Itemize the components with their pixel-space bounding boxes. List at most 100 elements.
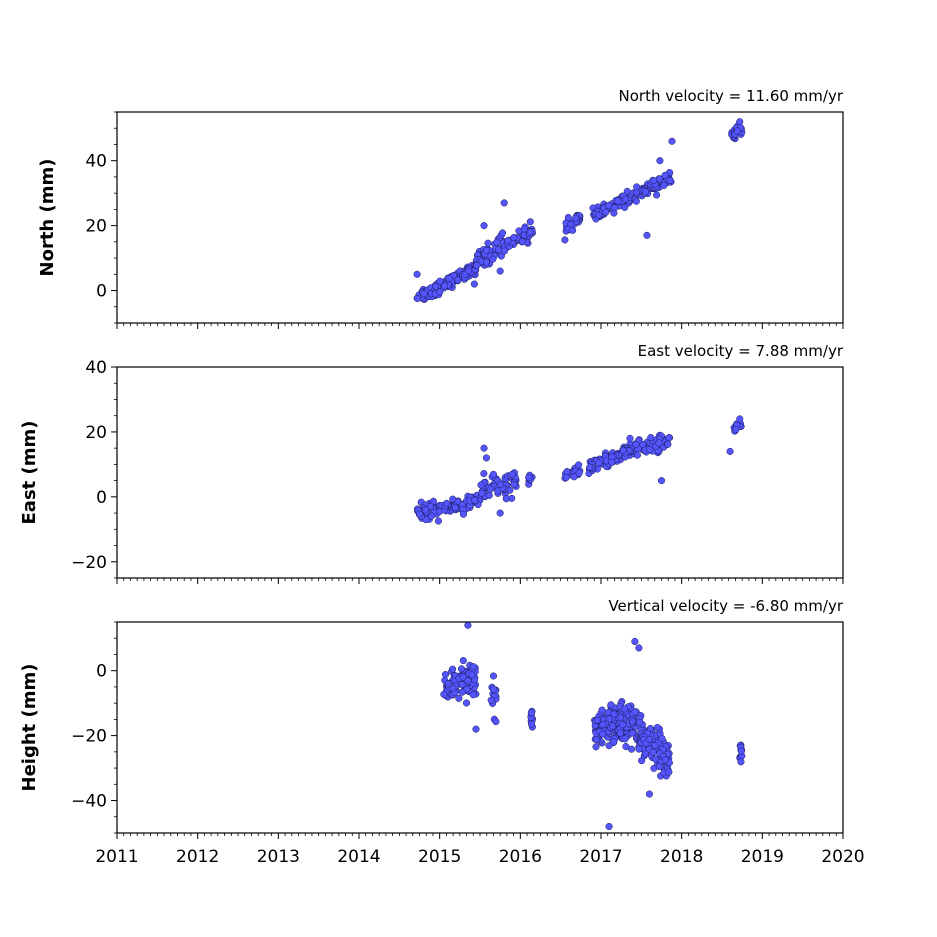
data-point xyxy=(489,470,498,478)
data-point xyxy=(459,510,467,518)
data-point xyxy=(564,213,572,221)
data-point xyxy=(661,171,669,179)
data-point xyxy=(458,681,466,689)
data-point xyxy=(635,644,643,652)
data-point xyxy=(622,195,630,203)
data-point xyxy=(646,445,654,454)
data-point xyxy=(459,673,467,681)
north-axes-frame xyxy=(116,111,844,324)
data-point xyxy=(480,222,488,230)
data-point xyxy=(469,663,477,671)
data-point xyxy=(504,236,512,244)
data-point xyxy=(607,701,615,709)
height-panel: 2011 2012 2013 2014 2015 2016 2017 2018 2019 2020… xyxy=(19,597,865,867)
data-point xyxy=(444,680,452,688)
data-point xyxy=(496,480,505,488)
data-point xyxy=(449,495,457,503)
data-point xyxy=(595,459,603,467)
height-axes-frame xyxy=(116,621,844,834)
data-point xyxy=(494,246,503,254)
data-point xyxy=(642,188,650,196)
y-tick-label: 20 xyxy=(85,423,107,443)
data-point xyxy=(619,721,627,729)
data-point xyxy=(626,434,634,442)
data-point xyxy=(666,177,674,185)
data-point xyxy=(594,716,602,724)
east-points xyxy=(413,415,745,525)
data-point xyxy=(641,750,649,758)
data-point xyxy=(416,510,424,518)
data-point xyxy=(665,434,673,442)
data-point xyxy=(610,710,618,718)
data-point xyxy=(469,691,477,699)
data-point xyxy=(562,473,570,481)
data-point xyxy=(643,231,651,239)
data-point xyxy=(633,451,641,459)
data-point xyxy=(632,440,640,449)
data-point xyxy=(736,415,744,423)
data-point xyxy=(635,745,643,753)
data-point xyxy=(459,657,467,665)
north-velocity-title: North velocity = 11.60 mm/yr xyxy=(619,87,844,105)
data-point xyxy=(441,670,450,679)
y-tick-label: −20 xyxy=(71,553,107,573)
data-point xyxy=(605,822,613,831)
x-tick-label: 2020 xyxy=(821,847,864,867)
data-point xyxy=(628,729,636,737)
data-point xyxy=(502,495,510,503)
data-point xyxy=(655,439,663,447)
y-tick-label: 20 xyxy=(85,217,107,237)
data-point xyxy=(592,736,600,744)
data-point xyxy=(602,208,610,216)
data-point xyxy=(621,735,629,743)
data-point xyxy=(477,481,485,489)
data-point xyxy=(636,719,644,727)
data-point xyxy=(458,688,466,696)
data-point xyxy=(661,756,669,764)
data-point xyxy=(494,487,502,495)
data-point xyxy=(737,758,745,766)
data-point xyxy=(732,425,740,434)
data-point xyxy=(457,665,466,673)
data-point xyxy=(656,157,664,165)
data-point xyxy=(518,238,526,246)
data-point xyxy=(436,277,444,285)
data-point xyxy=(484,239,492,247)
data-point xyxy=(485,491,493,499)
data-point xyxy=(462,699,471,707)
data-point xyxy=(645,735,653,744)
data-point xyxy=(510,233,518,241)
data-point xyxy=(599,721,607,729)
data-point xyxy=(632,197,640,205)
data-point xyxy=(572,214,580,222)
data-point xyxy=(482,454,491,462)
data-point xyxy=(496,267,504,275)
data-point xyxy=(621,203,629,212)
data-point xyxy=(665,768,673,776)
data-point xyxy=(668,137,676,145)
data-point xyxy=(586,463,594,471)
data-point xyxy=(464,677,472,685)
data-point xyxy=(413,294,421,303)
data-point xyxy=(655,763,663,771)
x-tick-label: 2016 xyxy=(499,847,542,867)
x-tick-label: 2019 xyxy=(741,847,784,867)
data-point xyxy=(508,470,516,478)
data-point xyxy=(647,433,655,442)
data-point xyxy=(595,211,603,219)
x-tick-label: 2018 xyxy=(660,847,703,867)
data-point xyxy=(616,729,624,737)
data-point xyxy=(609,722,617,730)
data-point xyxy=(496,509,504,517)
y-tick-label: 0 xyxy=(96,662,107,682)
x-tick-label: 2014 xyxy=(337,847,380,867)
data-point xyxy=(500,199,508,207)
y-tick-label: 0 xyxy=(96,488,107,508)
data-point xyxy=(498,229,507,237)
east-panel: −20 0 20 40 East velocity = 7.88 mm/yr East (… xyxy=(19,342,844,584)
data-point xyxy=(487,696,495,704)
data-point xyxy=(468,671,476,679)
data-point xyxy=(480,444,488,452)
data-point xyxy=(487,485,495,493)
